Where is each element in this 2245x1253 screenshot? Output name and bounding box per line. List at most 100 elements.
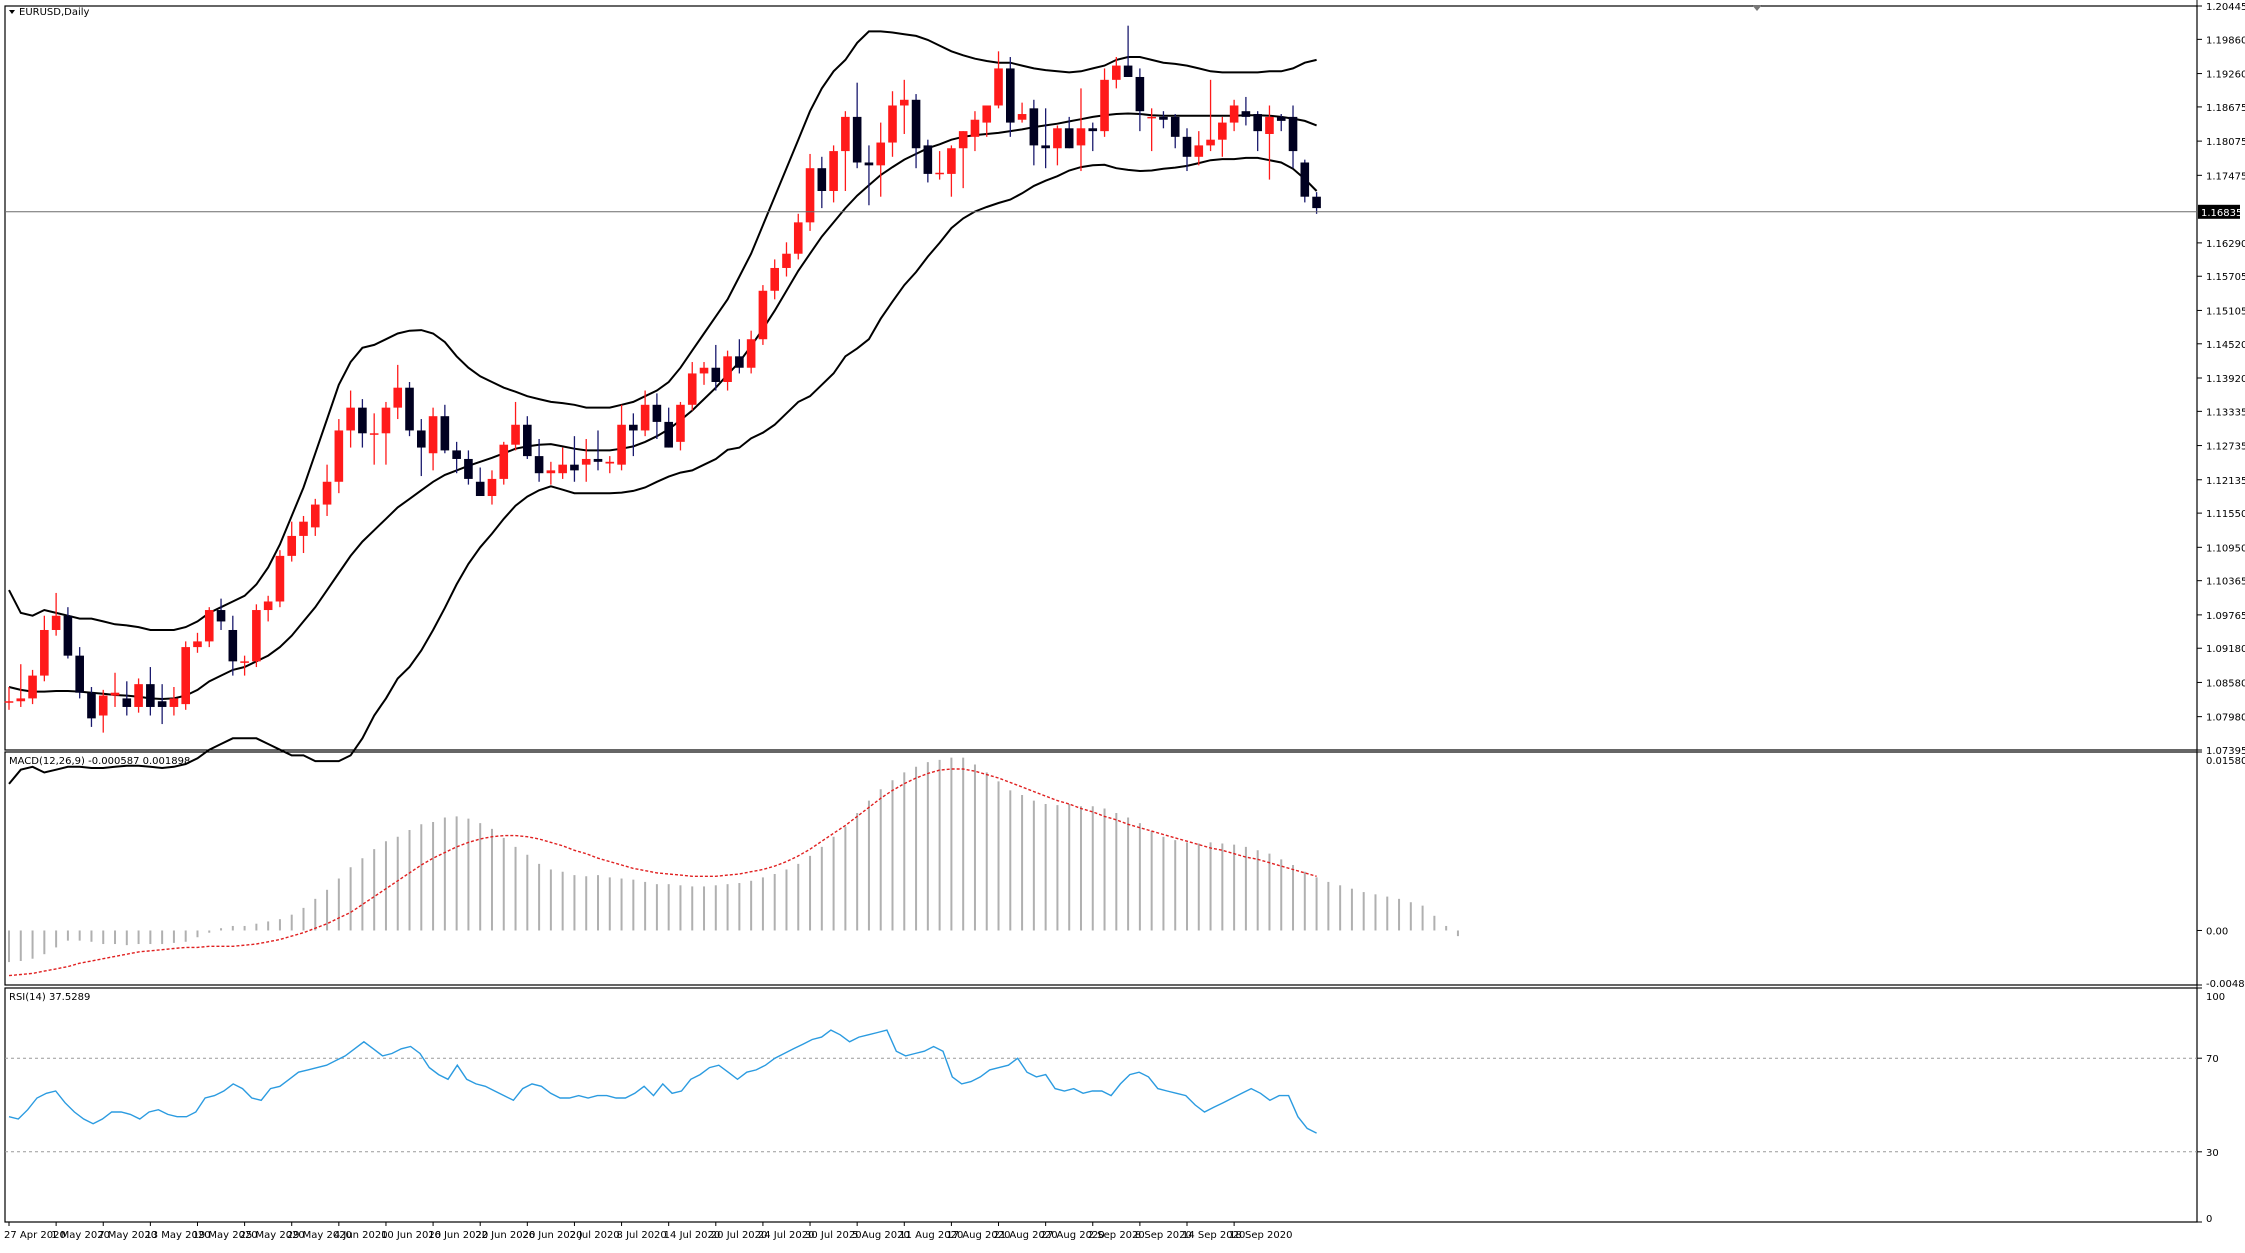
candle [1147,116,1156,119]
candle [4,701,14,703]
time-tick-label: 7 May 2020 [98,1230,157,1241]
macd-histogram [8,757,1459,963]
candle [464,458,473,479]
candle [110,692,120,696]
price-tick-label: 1.19260 [2206,70,2245,81]
candle [358,407,367,434]
candle [746,339,756,368]
panel-frame-3 [4,987,2198,1223]
time-tick-label: 21 Aug 2020 [994,1230,1058,1241]
price-tick-label: 1.10365 [2206,577,2245,588]
candle [1206,139,1215,146]
rsi-tick-label: 30 [2206,1148,2219,1159]
candle [640,404,650,431]
candle [1194,145,1204,157]
candle [652,404,662,422]
candle [782,253,791,268]
time-tick-label: 16 Jun 2020 [428,1230,488,1241]
candle [994,68,1003,106]
symbol-title: EURUSD,Daily [19,7,90,18]
price-tick-label: 1.08580 [2206,678,2245,689]
candle [275,555,285,602]
time-tick-label: 8 Sep 2020 [1135,1230,1192,1241]
candle [534,456,544,474]
bollinger-middle-band [8,112,1317,701]
current-price-box [2198,204,2240,219]
candle [487,478,497,497]
candle [876,142,886,166]
current-price-label: 1.16835 [2201,208,2242,219]
candle [923,145,933,174]
rsi-line [8,1029,1317,1134]
candle [334,430,344,482]
candle [911,99,921,149]
candle [570,464,579,471]
candle [1029,108,1039,146]
price-tick-label: 1.07395 [2206,746,2245,757]
candle [393,387,403,408]
candle [87,692,96,719]
candle [523,424,532,457]
candle [369,433,379,435]
candle [558,464,567,474]
price-tick-label: 1.09180 [2206,644,2245,655]
candle [1041,145,1050,149]
candle [1288,116,1298,152]
candle [1170,116,1180,137]
price-tick-label: 1.07980 [2206,713,2245,724]
price-tick-label: 1.14520 [2206,340,2245,351]
time-tick-label: 22 Jun 2020 [475,1230,535,1241]
macd-axis-ticks: 0.015802 0.00 -0.004828 [2197,751,2245,990]
candle [417,430,426,448]
candle [581,458,591,465]
candle [687,373,697,405]
price-tick-label: 1.18075 [2206,137,2245,148]
candle [1218,122,1227,140]
candle [1053,128,1062,149]
panel-frames [4,0,2198,1223]
candle [1312,196,1321,209]
candle [1112,65,1121,80]
bollinger-lower-band [8,156,1318,785]
macd-signal-line [8,768,1317,977]
candle [864,162,874,166]
candle [204,610,214,642]
candle [723,356,732,382]
time-tick-label: 2 Jul 2020 [569,1230,619,1241]
time-tick-label: 19 May 2020 [192,1230,257,1241]
macd-tick-label: -0.004828 [2206,979,2245,990]
time-tick-label: 1 May 2020 [51,1230,110,1241]
time-tick-label: 14 Jul 2020 [664,1230,721,1241]
candle [1265,116,1274,134]
time-tick-label: 4 Jun 2020 [334,1230,388,1241]
bollinger-upper-band [8,30,1317,631]
time-tick-label: 27 Apr 2020 [4,1230,66,1241]
candle [499,444,509,479]
candle [240,661,249,663]
candle [322,481,332,505]
time-tick-label: 25 May 2020 [240,1230,305,1241]
time-tick-label: 10 Jun 2020 [381,1230,441,1241]
candle [475,481,485,497]
price-tick-label: 1.20445 [2206,2,2245,13]
time-tick-label: 8 Jul 2020 [617,1230,667,1241]
candle [75,655,84,693]
candle [935,172,944,175]
time-tick-label: 17 Aug 2020 [946,1230,1010,1241]
candle [51,615,61,630]
candle [1159,116,1168,120]
candle [134,684,143,707]
price-tick-label: 1.13335 [2206,407,2245,418]
candle [428,416,438,454]
candle [617,424,626,465]
candle [1088,128,1098,132]
shift-marker-icon [1752,5,1762,11]
candles [4,25,1321,733]
candle [605,461,615,464]
price-tick-label: 1.13920 [2206,374,2245,385]
candle [1076,128,1086,146]
main-title: EURUSD,Daily [9,7,90,18]
price-tick-label: 1.16290 [2206,239,2245,250]
